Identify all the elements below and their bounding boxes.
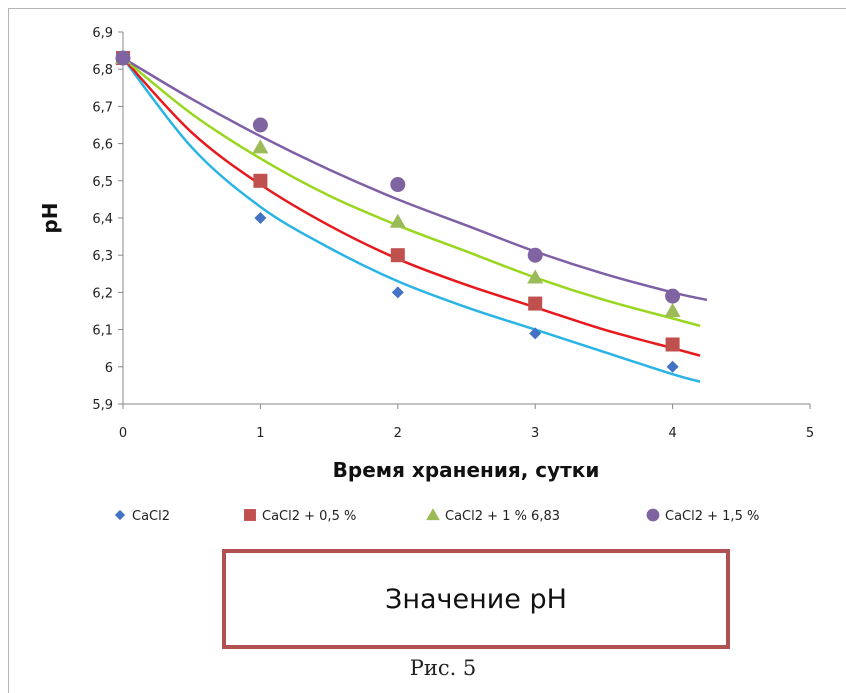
y-tick-label: 6,5 (92, 175, 113, 190)
x-axis-title: Время хранения, сутки (333, 458, 600, 482)
y-tick-label: 6,1 (92, 324, 113, 339)
data-point-series-1 (666, 360, 679, 373)
y-tick-label: 6,9 (92, 26, 113, 41)
data-point-series-4 (252, 117, 268, 133)
data-point-series-2 (528, 296, 543, 311)
data-point-series-2 (253, 173, 268, 188)
legend-marker-series-1 (114, 509, 126, 521)
y-tick-label: 6,4 (92, 212, 113, 227)
y-tick-label: 5,9 (92, 398, 113, 413)
y-tick-label: 6 (105, 361, 113, 376)
legend: CaCl2 CaCl2 + 0,5 % CaCl2 + 1 % 6,83 CaCl2 … (114, 508, 759, 524)
legend-marker-series-4 (646, 508, 660, 522)
x-tick-label: 2 (394, 426, 402, 441)
legend-label-series-4: CaCl2 + 1,5 % (665, 509, 759, 524)
trend-line-series-4 (122, 56, 708, 302)
x-tick-label: 0 (119, 426, 127, 441)
data-point-series-2 (665, 337, 680, 352)
axes: 5,9 6 6,1 6,2 6,3 6,4 6,5 6,6 6,7 6,8 6,9 0 1 2 3 4 5 (92, 26, 814, 441)
caption-box: Значение pH (222, 549, 730, 649)
trend-line-series-3 (122, 57, 701, 328)
y-axis-title: pH (38, 202, 62, 233)
x-tick-label: 5 (806, 426, 814, 441)
caption-text: Значение pH (385, 583, 567, 615)
y-tick-label: 6,7 (92, 100, 113, 115)
data-point-series-1 (529, 327, 542, 340)
data-point-series-4 (527, 247, 543, 263)
data-point-series-1 (254, 212, 267, 224)
legend-marker-series-3 (426, 508, 440, 521)
y-tick-label: 6,8 (92, 63, 113, 78)
y-tick-label: 6,3 (92, 249, 113, 264)
trend-line-series-1 (122, 57, 701, 383)
legend-label-series-2: CaCl2 + 0,5 % (262, 509, 356, 524)
data-point-series-2 (390, 248, 405, 263)
chart-frame (8, 8, 846, 693)
data-points (115, 50, 681, 373)
x-tick-label: 1 (256, 426, 264, 441)
legend-label-series-3: CaCl2 + 1 % 6,83 (445, 509, 560, 524)
data-point-series-4 (390, 177, 406, 193)
y-tick-label: 6,2 (92, 286, 113, 301)
data-point-series-3 (252, 139, 269, 154)
data-point-series-3 (527, 269, 544, 284)
data-point-series-3 (664, 303, 681, 317)
data-point-series-4 (665, 288, 681, 304)
y-tick-label: 6,6 (92, 138, 113, 153)
data-point-series-1 (391, 286, 404, 299)
trend-line-series-2 (122, 57, 701, 357)
data-point-series-3 (389, 213, 406, 228)
x-tick-label: 3 (531, 426, 539, 441)
data-point-series-4 (115, 50, 131, 66)
x-tick-label: 4 (668, 426, 676, 441)
legend-marker-series-2 (244, 509, 256, 521)
trend-lines (122, 56, 708, 383)
legend-label-series-1: CaCl2 (132, 509, 170, 524)
figure-label: Рис. 5 (409, 656, 477, 680)
